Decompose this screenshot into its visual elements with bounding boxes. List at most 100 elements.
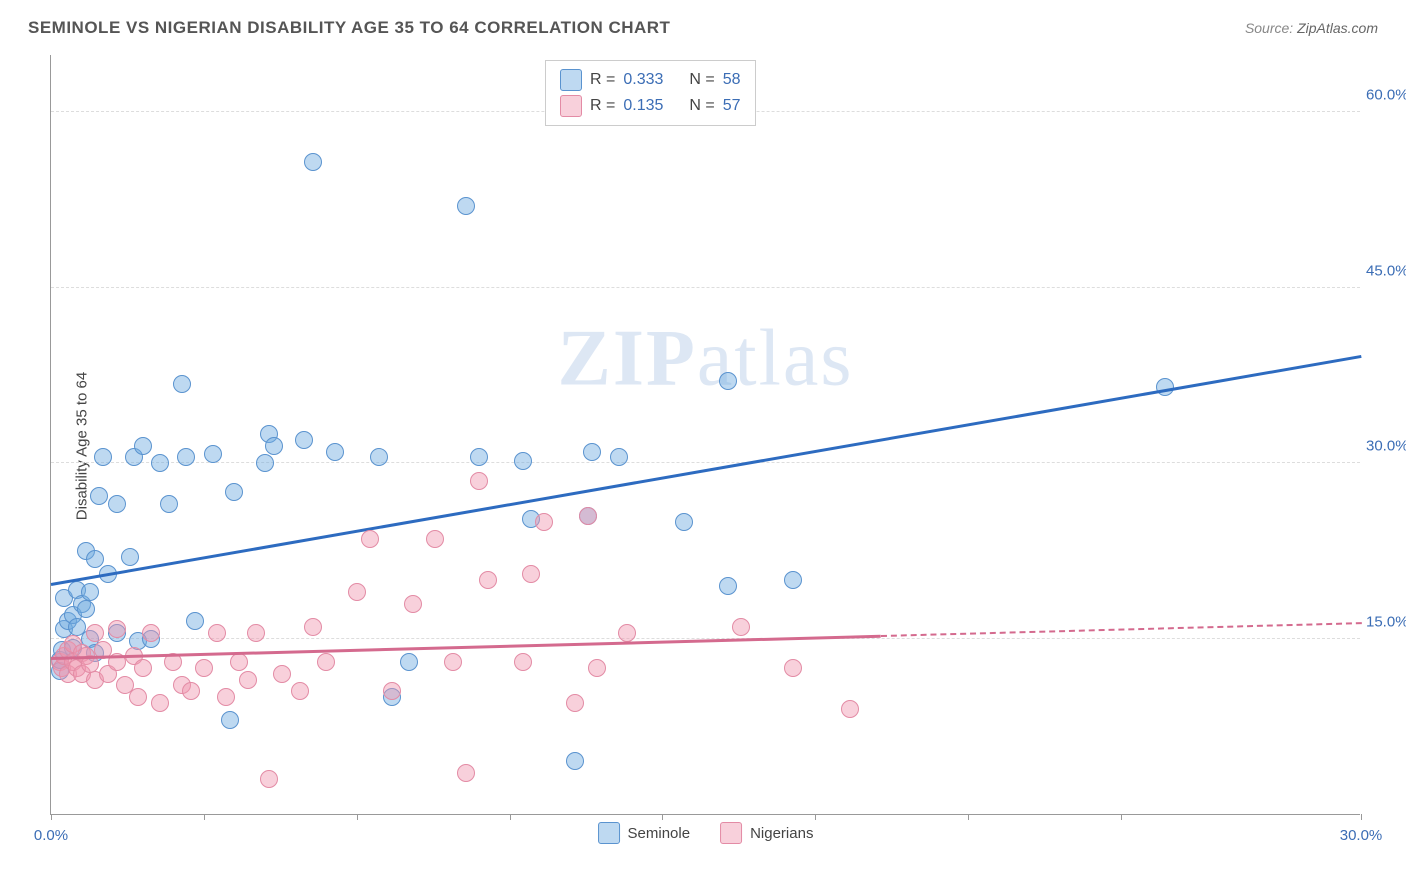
data-point-seminole (470, 448, 488, 466)
gridline-h (51, 287, 1360, 288)
data-point-nigerians (230, 653, 248, 671)
data-point-nigerians (129, 688, 147, 706)
legend-label-nigerians: Nigerians (750, 825, 813, 842)
data-point-nigerians (588, 659, 606, 677)
legend-swatch-0 (560, 69, 582, 91)
data-point-nigerians (522, 565, 540, 583)
y-tick-label: 60.0% (1366, 87, 1406, 104)
x-tick-label: 30.0% (1340, 827, 1383, 844)
data-point-seminole (134, 437, 152, 455)
legend-item-seminole: Seminole (598, 822, 691, 844)
legend-swatch-1 (560, 95, 582, 117)
data-point-seminole (108, 495, 126, 513)
data-point-seminole (370, 448, 388, 466)
data-point-nigerians (134, 659, 152, 677)
watermark: ZIPatlas (558, 313, 854, 404)
x-tick (510, 814, 511, 820)
data-point-nigerians (348, 583, 366, 601)
data-point-nigerians (470, 472, 488, 490)
legend-stats-box: R = 0.333 N = 58 R = 0.135 N = 57 (545, 60, 756, 126)
data-point-seminole (583, 443, 601, 461)
x-tick (815, 814, 816, 820)
data-point-seminole (719, 577, 737, 595)
trend-line-seminole (51, 355, 1362, 586)
source-label: Source: (1245, 20, 1293, 36)
legend-swatch-nigerians (720, 822, 742, 844)
data-point-seminole (94, 448, 112, 466)
data-point-nigerians (618, 624, 636, 642)
data-point-nigerians (182, 682, 200, 700)
data-point-seminole (326, 443, 344, 461)
legend-stats-row-1: R = 0.135 N = 57 (560, 93, 741, 119)
data-point-nigerians (239, 671, 257, 689)
source-attribution: Source: ZipAtlas.com (1245, 20, 1378, 36)
data-point-seminole (457, 197, 475, 215)
data-point-nigerians (383, 682, 401, 700)
data-point-nigerians (317, 653, 335, 671)
data-point-nigerians (208, 624, 226, 642)
data-point-seminole (610, 448, 628, 466)
x-tick (357, 814, 358, 820)
data-point-nigerians (426, 530, 444, 548)
x-tick-label: 0.0% (34, 827, 68, 844)
legend-stats-row-0: R = 0.333 N = 58 (560, 67, 741, 93)
data-point-nigerians (217, 688, 235, 706)
data-point-seminole (400, 653, 418, 671)
data-point-nigerians (86, 624, 104, 642)
legend-item-nigerians: Nigerians (720, 822, 813, 844)
chart-title: SEMINOLE VS NIGERIAN DISABILITY AGE 35 T… (28, 18, 670, 38)
data-point-seminole (90, 487, 108, 505)
data-point-nigerians (444, 653, 462, 671)
data-point-nigerians (108, 620, 126, 638)
data-point-seminole (81, 583, 99, 601)
data-point-seminole (719, 372, 737, 390)
data-point-seminole (256, 454, 274, 472)
data-point-nigerians (841, 700, 859, 718)
trend-line-nigerians (881, 623, 1361, 638)
data-point-nigerians (361, 530, 379, 548)
data-point-seminole (173, 375, 191, 393)
data-point-seminole (160, 495, 178, 513)
data-point-seminole (86, 550, 104, 568)
data-point-nigerians (260, 770, 278, 788)
data-point-seminole (295, 431, 313, 449)
data-point-seminole (121, 548, 139, 566)
x-tick (662, 814, 663, 820)
watermark-zip: ZIP (558, 314, 697, 402)
y-tick-label: 15.0% (1366, 613, 1406, 630)
legend-n-value-0: 58 (723, 71, 741, 89)
x-tick (1361, 814, 1362, 820)
legend-n-label: N = (689, 71, 714, 89)
data-point-seminole (221, 711, 239, 729)
legend-r-label: R = (590, 97, 615, 115)
data-point-nigerians (566, 694, 584, 712)
data-point-seminole (784, 571, 802, 589)
x-tick (968, 814, 969, 820)
data-point-nigerians (514, 653, 532, 671)
data-point-nigerians (151, 694, 169, 712)
y-tick-label: 45.0% (1366, 262, 1406, 279)
legend-n-value-1: 57 (723, 97, 741, 115)
legend-bottom: Seminole Nigerians (598, 822, 814, 844)
x-tick (51, 814, 52, 820)
y-tick-label: 30.0% (1366, 438, 1406, 455)
watermark-atlas: atlas (697, 314, 854, 402)
data-point-seminole (265, 437, 283, 455)
data-point-seminole (225, 483, 243, 501)
data-point-nigerians (732, 618, 750, 636)
data-point-seminole (675, 513, 693, 531)
gridline-h (51, 462, 1360, 463)
data-point-seminole (304, 153, 322, 171)
legend-r-label: R = (590, 71, 615, 89)
data-point-nigerians (195, 659, 213, 677)
data-point-nigerians (291, 682, 309, 700)
data-point-nigerians (404, 595, 422, 613)
data-point-nigerians (784, 659, 802, 677)
data-point-seminole (566, 752, 584, 770)
data-point-nigerians (479, 571, 497, 589)
data-point-nigerians (579, 507, 597, 525)
data-point-nigerians (247, 624, 265, 642)
data-point-nigerians (142, 624, 160, 642)
data-point-seminole (151, 454, 169, 472)
data-point-seminole (77, 600, 95, 618)
